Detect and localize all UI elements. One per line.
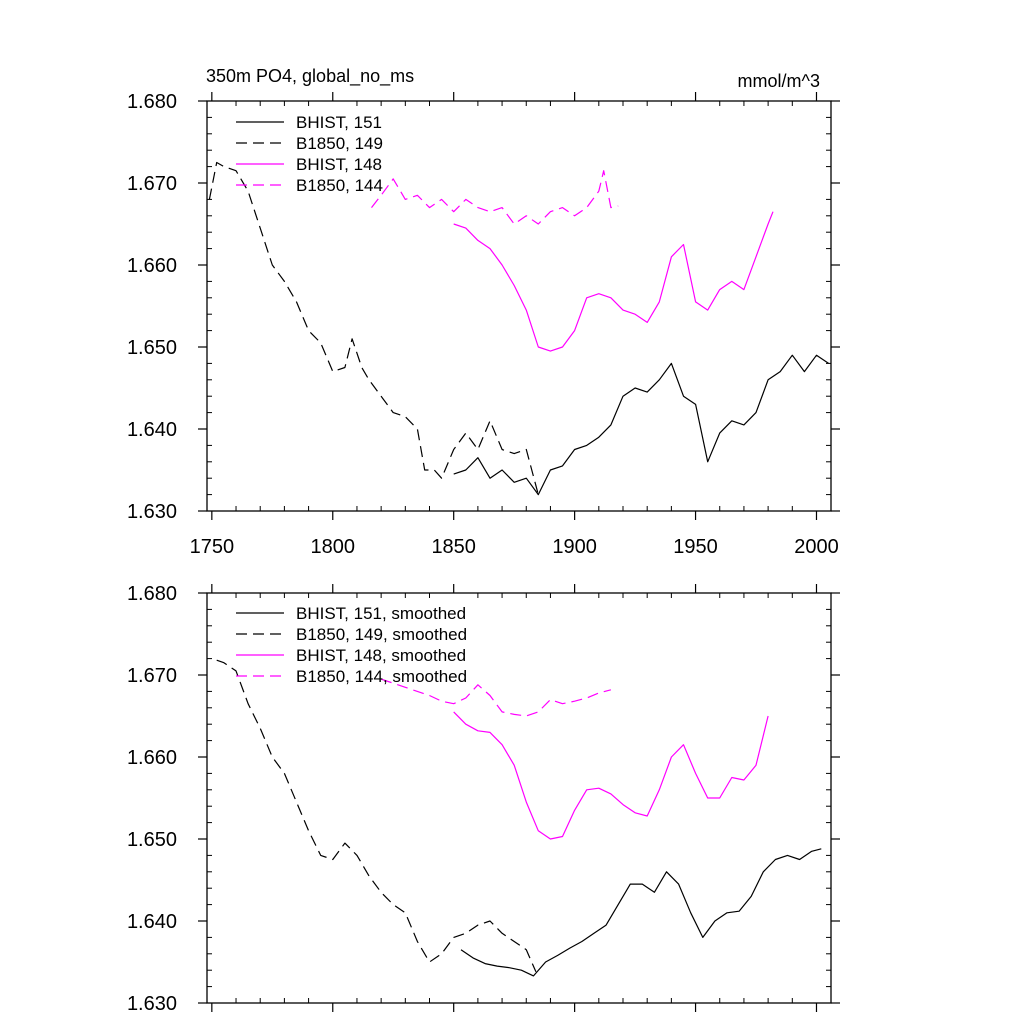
x-tick-label: 1800: [311, 536, 356, 558]
legend-label-1: BHIST, 151, smoothed: [296, 604, 466, 623]
bottom-panel: 1.630 1.640 1.650 1.660 1.670 1.680 BHIST, 151…: [127, 583, 840, 1015]
y-tick-label: 1.650: [127, 337, 177, 359]
y-tick-label: 1.670: [127, 665, 177, 687]
x-tick-label: 1850: [431, 536, 476, 558]
series-line-3: [453, 711, 769, 840]
x-tick-label: 1900: [552, 536, 597, 558]
legend-label-3: BHIST, 148: [296, 155, 382, 174]
y-tick-label: 1.660: [127, 255, 177, 277]
x-tick-label: 2000: [794, 536, 839, 558]
top-panel: 1750 1800 1850 1900 1950 2000 1.630 1.640 1.650 1…: [127, 91, 840, 558]
legend-label-3: BHIST, 148, smoothed: [296, 646, 466, 665]
y-tick-label: 1.630: [127, 993, 177, 1015]
series-line-1: [453, 354, 829, 496]
series-line-1: [460, 848, 822, 977]
series-line-2: [216, 659, 537, 973]
series-line-2: [208, 161, 539, 495]
y-tick-label: 1.660: [127, 747, 177, 769]
y-tick-label: 1.670: [127, 173, 177, 195]
y-tick-label: 1.680: [127, 91, 177, 113]
units-label: mmol/m^3: [738, 71, 820, 91]
series-line-3: [453, 211, 774, 352]
y-tick-label: 1.630: [127, 501, 177, 523]
y-tick-label: 1.650: [127, 829, 177, 851]
x-tick-label: 1750: [190, 536, 235, 558]
legend-label-2: B1850, 149, smoothed: [296, 625, 467, 644]
legend-label-4: B1850, 144: [296, 176, 383, 195]
legend-label-1: BHIST, 151: [296, 113, 382, 132]
series-line-4: [371, 170, 619, 225]
chart-title: 350m PO4, global_no_ms: [206, 66, 414, 87]
y-tick-label: 1.640: [127, 419, 177, 441]
y-tick-label: 1.640: [127, 911, 177, 933]
plot-frame: [206, 592, 832, 1004]
legend-label-4: B1850, 144, smoothed: [296, 667, 467, 686]
series-line-4: [380, 678, 612, 717]
plot-frame: [206, 100, 832, 512]
x-tick-label: 1950: [673, 536, 718, 558]
legend-label-2: B1850, 149: [296, 134, 383, 153]
y-tick-label: 1.680: [127, 583, 177, 605]
